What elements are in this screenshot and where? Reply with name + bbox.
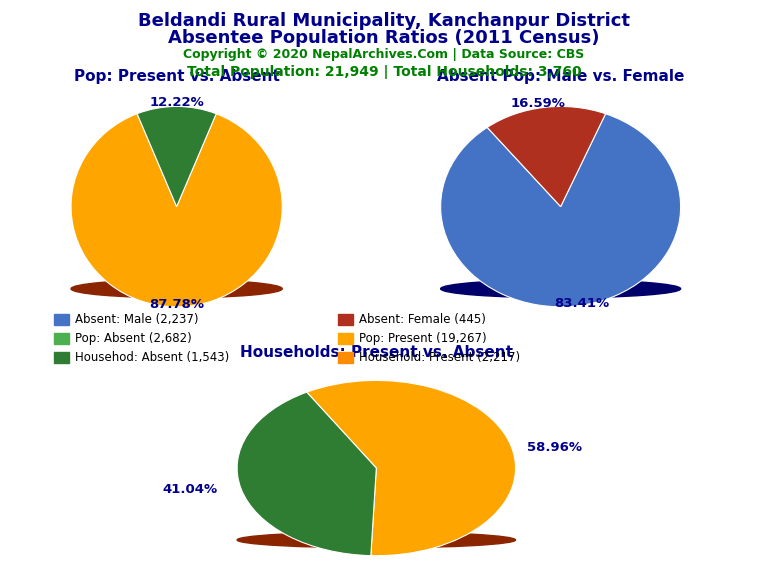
Text: 58.96%: 58.96%	[527, 441, 582, 454]
Wedge shape	[137, 107, 217, 207]
Text: Absent: Female (445): Absent: Female (445)	[359, 313, 486, 326]
Title: Households: Present vs. Absent: Households: Present vs. Absent	[240, 346, 513, 361]
Wedge shape	[306, 380, 515, 556]
Title: Pop: Present vs. Absent: Pop: Present vs. Absent	[74, 69, 280, 84]
Wedge shape	[71, 113, 282, 307]
Text: 12.22%: 12.22%	[149, 96, 204, 109]
Ellipse shape	[237, 532, 515, 548]
Wedge shape	[237, 392, 376, 556]
Text: Total Population: 21,949 | Total Households: 3,760: Total Population: 21,949 | Total Househo…	[187, 65, 581, 78]
Text: 16.59%: 16.59%	[511, 97, 565, 111]
Text: 83.41%: 83.41%	[554, 297, 610, 310]
Ellipse shape	[71, 280, 283, 298]
Text: Househod: Absent (1,543): Househod: Absent (1,543)	[75, 351, 230, 364]
Text: Beldandi Rural Municipality, Kanchanpur District: Beldandi Rural Municipality, Kanchanpur …	[138, 12, 630, 29]
Ellipse shape	[441, 280, 680, 298]
Title: Absent Pop: Male vs. Female: Absent Pop: Male vs. Female	[437, 69, 684, 84]
Wedge shape	[441, 113, 680, 307]
Text: Absent: Male (2,237): Absent: Male (2,237)	[75, 313, 199, 326]
Text: 87.78%: 87.78%	[149, 298, 204, 311]
Text: Household: Present (2,217): Household: Present (2,217)	[359, 351, 521, 364]
Text: 41.04%: 41.04%	[162, 483, 217, 497]
Wedge shape	[487, 107, 606, 207]
Text: Pop: Present (19,267): Pop: Present (19,267)	[359, 332, 487, 345]
Text: Copyright © 2020 NepalArchives.Com | Data Source: CBS: Copyright © 2020 NepalArchives.Com | Dat…	[184, 48, 584, 62]
Text: Absentee Population Ratios (2011 Census): Absentee Population Ratios (2011 Census)	[168, 29, 600, 47]
Text: Pop: Absent (2,682): Pop: Absent (2,682)	[75, 332, 192, 345]
